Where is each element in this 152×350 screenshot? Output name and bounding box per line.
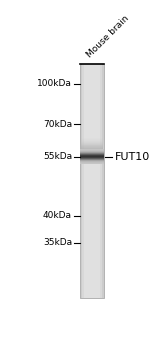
Bar	[80, 158, 104, 159]
Bar	[81, 142, 103, 143]
Bar	[80, 162, 104, 163]
Bar	[80, 156, 104, 157]
Bar	[80, 161, 104, 162]
Bar	[80, 154, 104, 155]
Bar	[81, 147, 103, 148]
Bar	[80, 152, 104, 153]
Bar	[80, 159, 104, 160]
Bar	[80, 158, 104, 159]
Bar	[81, 145, 103, 146]
Bar	[80, 156, 104, 157]
Bar	[80, 160, 104, 161]
Bar	[80, 152, 104, 153]
Bar	[81, 140, 103, 141]
Bar	[80, 162, 104, 163]
Bar	[81, 148, 103, 149]
Bar	[80, 149, 104, 150]
Bar	[80, 157, 104, 158]
Bar	[80, 161, 104, 162]
Bar	[80, 154, 104, 155]
Bar	[80, 160, 104, 161]
Bar	[81, 139, 103, 140]
Bar	[80, 64, 104, 298]
Bar	[80, 153, 104, 154]
Bar	[84, 64, 100, 298]
Text: 55kDa: 55kDa	[43, 152, 72, 161]
Text: 100kDa: 100kDa	[37, 79, 72, 88]
Bar	[80, 150, 104, 151]
Text: 70kDa: 70kDa	[43, 120, 72, 129]
Bar	[80, 153, 104, 154]
Bar	[81, 144, 103, 145]
Bar	[80, 155, 104, 156]
Bar	[80, 159, 104, 160]
Bar	[80, 151, 104, 152]
Bar	[81, 146, 103, 147]
Bar	[81, 138, 103, 139]
Text: Mouse brain: Mouse brain	[85, 14, 131, 60]
Bar	[80, 149, 104, 150]
Bar	[80, 150, 104, 151]
Bar	[80, 157, 104, 158]
Text: FUT10: FUT10	[114, 152, 150, 162]
Bar	[81, 141, 103, 142]
Bar	[80, 155, 104, 156]
Bar	[80, 151, 104, 152]
Text: 40kDa: 40kDa	[43, 211, 72, 220]
Bar	[80, 163, 104, 164]
Bar	[80, 160, 104, 161]
Bar	[81, 143, 103, 144]
Bar	[80, 163, 104, 164]
Bar	[82, 64, 102, 298]
Text: 35kDa: 35kDa	[43, 238, 72, 247]
